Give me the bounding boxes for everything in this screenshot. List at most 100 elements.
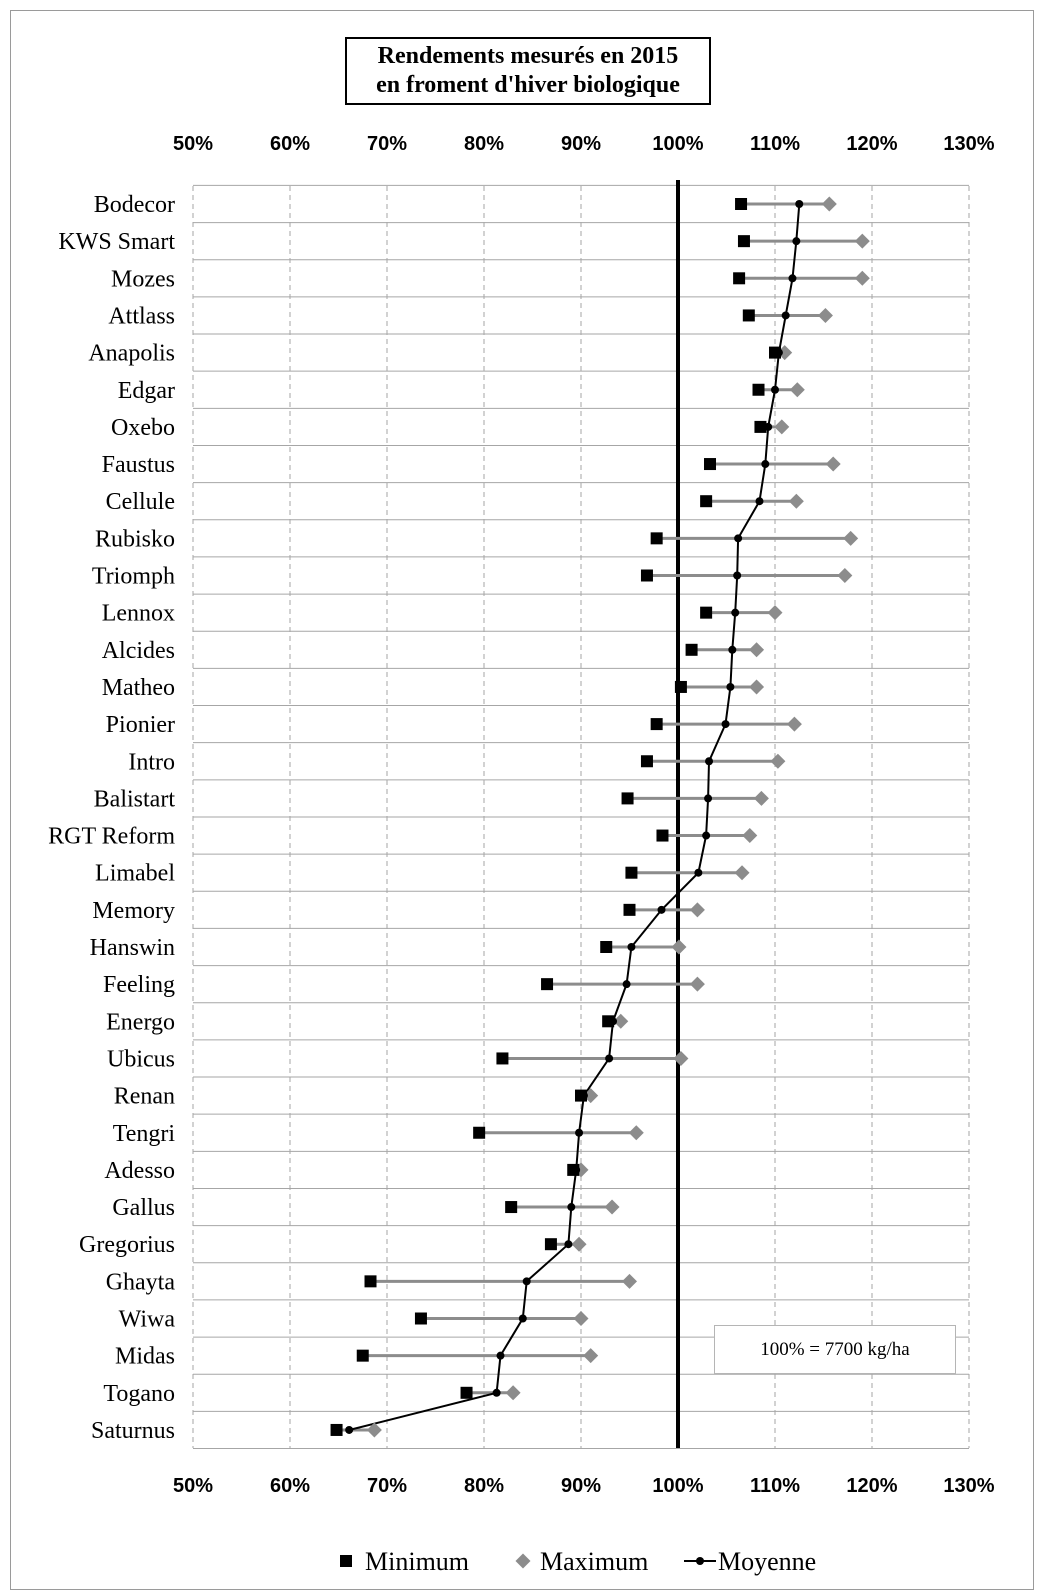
- maximum-point: [843, 530, 859, 546]
- x-tick-label-bottom: 50%: [173, 1475, 213, 1497]
- maximum-point: [505, 1385, 521, 1401]
- maximum-point: [673, 1050, 689, 1066]
- mean-point: [622, 980, 631, 989]
- category-label: Ghayta: [106, 1269, 176, 1295]
- minimum-point: [700, 606, 713, 619]
- legend-minimum-label: Minimum: [365, 1547, 469, 1576]
- category-label: Balistart: [94, 786, 176, 812]
- category-label: Limabel: [95, 861, 175, 887]
- maximum-point: [583, 1348, 599, 1364]
- category-label: Attlass: [108, 303, 175, 329]
- minimum-point: [674, 680, 687, 693]
- minimum-point: [414, 1312, 427, 1325]
- maximum-point: [622, 1273, 637, 1289]
- maximum-point: [749, 679, 765, 695]
- category-label: Adesso: [104, 1158, 175, 1184]
- minimum-point: [650, 532, 663, 545]
- mean-point: [734, 534, 743, 543]
- mean-point: [721, 720, 730, 729]
- mean-point: [704, 794, 713, 803]
- minimum-point: [737, 235, 750, 248]
- minimum-point: [650, 718, 663, 731]
- category-label: Rubisko: [95, 526, 175, 552]
- x-tick-label-bottom: 90%: [561, 1475, 601, 1497]
- maximum-point: [825, 456, 841, 472]
- maximum-point: [742, 828, 758, 844]
- minimum-point: [700, 495, 713, 508]
- maximum-point: [749, 642, 765, 658]
- minimum-point: [473, 1126, 486, 1139]
- category-label: Ubicus: [107, 1046, 175, 1072]
- x-tick-label-top: 80%: [464, 133, 504, 155]
- minimum-point: [704, 458, 717, 471]
- mean-point: [564, 1240, 573, 1249]
- mean-point: [345, 1425, 354, 1434]
- reference-annotation: 100% = 7700 kg/ha: [714, 1325, 956, 1374]
- minimum-point: [742, 309, 755, 322]
- x-tick-label-top: 130%: [943, 133, 994, 155]
- maximum-point: [734, 865, 750, 881]
- maximum-point: [671, 939, 687, 955]
- minimum-point: [640, 755, 653, 768]
- mean-point: [657, 905, 666, 914]
- legend-minimum-marker: [340, 1555, 352, 1567]
- mean-point: [792, 237, 801, 246]
- category-label: RGT Reform: [48, 824, 175, 850]
- reference-annotation-text: 100% = 7700 kg/ha: [760, 1338, 910, 1360]
- category-label: Midas: [115, 1344, 175, 1370]
- maximum-point: [788, 493, 804, 509]
- category-label: Faustus: [102, 452, 175, 478]
- legend-moyenne-label: Moyenne: [718, 1547, 816, 1576]
- minimum-point: [623, 903, 636, 916]
- category-label: Pionier: [106, 712, 175, 738]
- minimum-point: [754, 420, 767, 433]
- mean-point: [764, 422, 773, 431]
- category-label: Alcides: [102, 638, 175, 664]
- category-label: Togano: [103, 1381, 175, 1407]
- minimum-point: [541, 978, 554, 991]
- category-label: Renan: [114, 1084, 175, 1110]
- chart-title-line-2: en froment d'hiver biologique: [376, 72, 680, 98]
- minimum-point: [625, 866, 638, 879]
- category-label: Bodecor: [94, 192, 175, 218]
- mean-point: [496, 1351, 505, 1360]
- maximum-point: [366, 1422, 382, 1438]
- minimum-point: [356, 1349, 369, 1362]
- maximum-point: [571, 1236, 587, 1252]
- category-label: Anapolis: [88, 341, 175, 367]
- maximum-point: [689, 976, 705, 992]
- minimum-point: [735, 198, 748, 210]
- maximum-point: [817, 307, 833, 323]
- mean-point: [627, 943, 636, 951]
- x-tick-label-bottom: 80%: [464, 1475, 504, 1497]
- maximum-point: [613, 1013, 629, 1029]
- minimum-point: [656, 829, 669, 842]
- maximum-point: [786, 716, 802, 732]
- legend-maximum-label: Maximum: [540, 1547, 648, 1576]
- maximum-point: [789, 382, 805, 398]
- maximum-point: [821, 196, 837, 212]
- mean-point: [733, 571, 742, 580]
- minimum-point: [496, 1052, 509, 1065]
- category-label: Intro: [128, 749, 175, 775]
- x-tick-label-top: 70%: [367, 133, 407, 155]
- legend-maximum-marker: [515, 1553, 531, 1569]
- category-label: KWS Smart: [58, 229, 175, 255]
- mean-point: [702, 831, 711, 840]
- x-tick-label-top: 90%: [561, 133, 601, 155]
- mean-point: [774, 348, 783, 357]
- x-tick-label-bottom: 120%: [846, 1475, 897, 1497]
- category-label: Lennox: [102, 601, 175, 627]
- maximum-point: [854, 270, 870, 286]
- maximum-point: [689, 902, 705, 918]
- category-label: Tengri: [113, 1121, 176, 1147]
- x-tick-label-bottom: 60%: [270, 1475, 310, 1497]
- category-label: Memory: [92, 898, 175, 924]
- category-label: Energo: [106, 1009, 175, 1035]
- x-tick-label-top: 120%: [846, 133, 897, 155]
- maximum-point: [854, 233, 870, 249]
- maximum-point: [767, 605, 783, 621]
- mean-point: [567, 1203, 576, 1212]
- mean-point: [572, 1165, 581, 1174]
- mean-point: [575, 1128, 584, 1137]
